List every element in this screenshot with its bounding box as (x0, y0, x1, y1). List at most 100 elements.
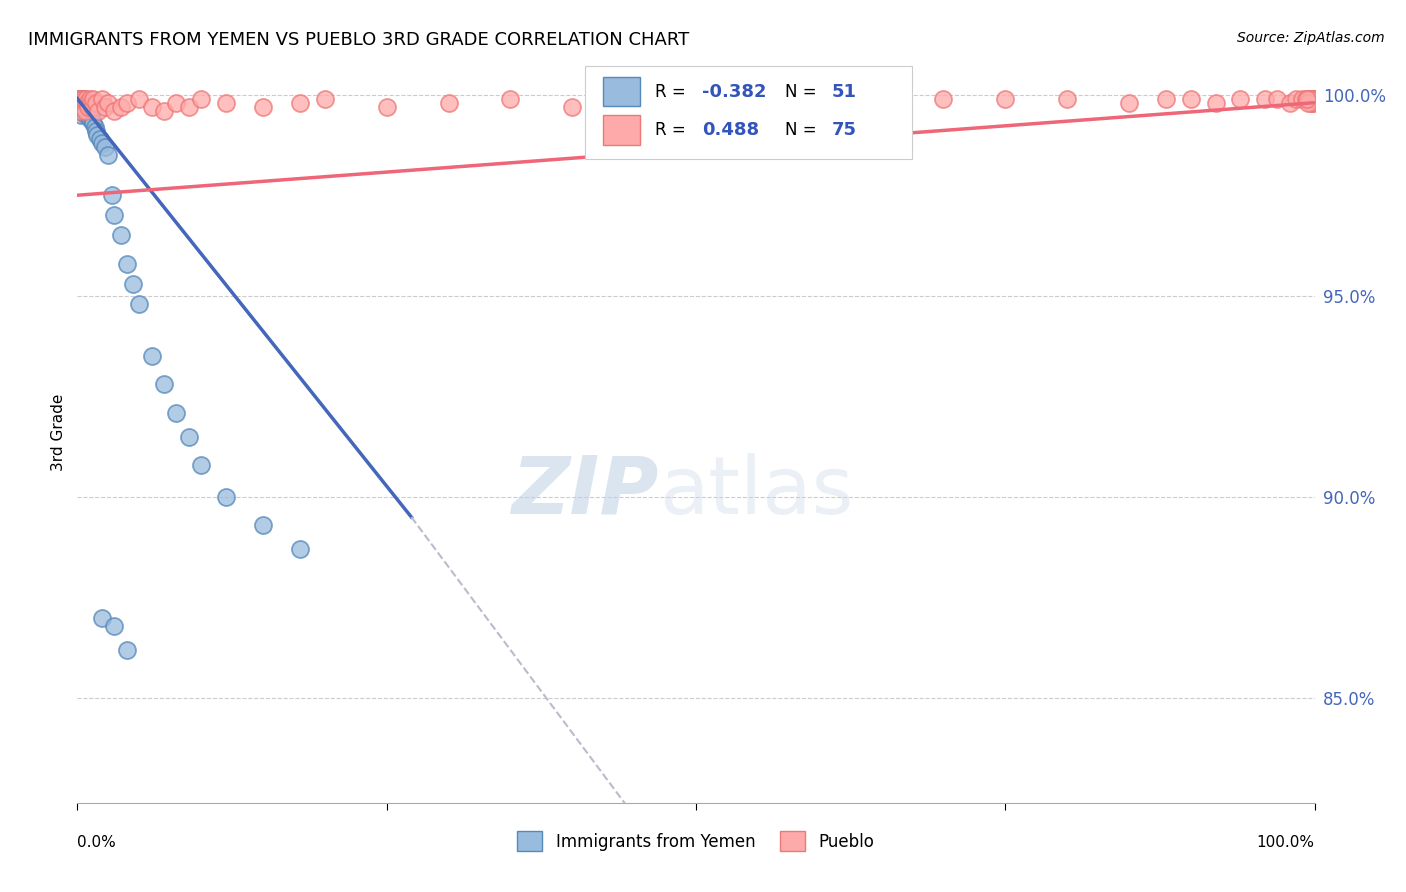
Point (72, 100, 94, 114)
Point (69, 100, 91, 114)
Point (153, 103, 176, 118)
Point (91, 92, 114, 106)
Text: N =: N = (785, 121, 823, 139)
Point (1299, 95, 1322, 110)
Point (1301, 92, 1323, 106)
FancyBboxPatch shape (603, 77, 640, 106)
Text: 75: 75 (832, 121, 858, 139)
Point (1298, 95, 1320, 110)
Point (67, 95, 90, 110)
Point (75, 108, 97, 122)
Point (91, 136, 114, 150)
Point (67, 92, 90, 106)
Point (73, 103, 96, 118)
Point (1056, 92, 1078, 106)
Point (87, 103, 110, 118)
Point (808, 92, 831, 106)
Point (72, 92, 94, 106)
Point (73, 95, 96, 110)
Point (288, 542, 311, 557)
Point (93, 100, 115, 114)
Point (72, 95, 94, 110)
Point (1229, 92, 1251, 106)
Point (141, 100, 163, 114)
Point (70, 108, 93, 122)
Point (103, 103, 125, 118)
Point (375, 100, 398, 114)
Point (69, 92, 91, 106)
Point (561, 100, 583, 114)
Text: 0.488: 0.488 (702, 121, 759, 139)
Point (69, 92, 91, 106)
Point (70, 92, 93, 106)
Point (1302, 92, 1324, 106)
Point (437, 95, 460, 110)
Point (82, 100, 104, 114)
Point (1254, 92, 1277, 106)
Point (70, 95, 93, 110)
Point (252, 100, 274, 114)
Point (69, 95, 91, 110)
Point (73, 95, 96, 110)
Point (1205, 95, 1227, 110)
Point (1298, 92, 1320, 106)
Point (1302, 92, 1324, 106)
Text: N =: N = (785, 83, 823, 101)
Point (1278, 95, 1301, 110)
Point (82, 116, 104, 130)
Point (75, 100, 97, 114)
Point (870, 95, 893, 110)
Point (128, 92, 150, 106)
Point (77, 100, 100, 114)
Point (115, 95, 138, 110)
Point (1285, 92, 1308, 106)
Point (1180, 92, 1202, 106)
Point (77, 108, 100, 122)
Text: Source: ZipAtlas.com: Source: ZipAtlas.com (1237, 31, 1385, 45)
FancyBboxPatch shape (585, 66, 912, 159)
Point (67, 92, 90, 106)
Point (215, 490, 238, 504)
Point (75, 92, 97, 106)
Point (79, 112, 101, 126)
Point (72, 100, 94, 114)
Point (1154, 92, 1177, 106)
Point (72, 100, 94, 114)
Point (70, 100, 93, 114)
Point (685, 92, 707, 106)
Text: 0.0%: 0.0% (77, 835, 117, 850)
Y-axis label: 3rd Grade: 3rd Grade (51, 394, 66, 471)
Point (70, 100, 93, 114)
Point (93, 140, 115, 154)
Point (165, 95, 187, 110)
Point (177, 100, 200, 114)
Point (80, 95, 103, 110)
Point (122, 277, 145, 291)
Point (97, 95, 120, 110)
Point (70, 92, 93, 106)
Text: ZIP: ZIP (512, 453, 659, 531)
Point (1302, 95, 1324, 110)
Point (69, 95, 91, 110)
Point (1291, 92, 1313, 106)
Point (314, 92, 336, 106)
Point (1298, 92, 1320, 106)
Point (83, 120, 105, 134)
Text: R =: R = (655, 83, 692, 101)
Point (89, 132, 111, 146)
Point (67, 103, 90, 118)
Text: -0.382: -0.382 (702, 83, 766, 101)
Point (499, 92, 522, 106)
Point (72, 95, 94, 110)
FancyBboxPatch shape (603, 115, 640, 145)
Point (69, 100, 91, 114)
Point (91, 611, 114, 625)
Point (110, 100, 132, 114)
Point (165, 405, 187, 419)
Point (76, 103, 98, 118)
Point (70, 95, 93, 110)
Point (1301, 95, 1323, 110)
Text: IMMIGRANTS FROM YEMEN VS PUEBLO 3RD GRADE CORRELATION CHART: IMMIGRANTS FROM YEMEN VS PUEBLO 3RD GRAD… (28, 31, 689, 49)
Point (76, 95, 98, 110)
Point (84, 95, 107, 110)
